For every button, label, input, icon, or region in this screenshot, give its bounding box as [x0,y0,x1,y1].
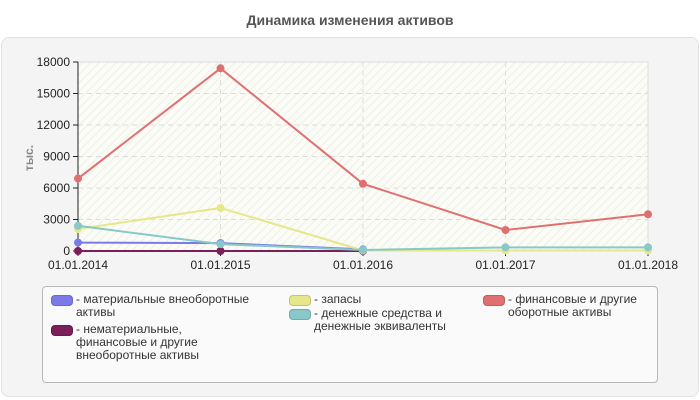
legend-swatch-icon [483,295,505,306]
legend-label: - запасы [314,292,362,306]
legend: - материальные внеоборотные активы - нема… [42,286,658,383]
legend-swatch-icon [51,325,73,336]
legend-item[interactable]: - денежные средства и денежные эквивален… [289,307,446,333]
data-point[interactable] [644,243,652,252]
y-tick-label: 9000 [43,150,70,164]
legend-swatch-icon [289,309,311,320]
data-point[interactable] [74,247,82,255]
legend-label: - финансовые и другие оборотные активы [508,292,637,319]
legend-label: - материальные внеоборотные активы [76,292,249,319]
y-axis-label: тыс. [22,145,36,171]
data-point[interactable] [501,243,510,252]
data-point[interactable] [216,203,225,212]
chart-title: Динамика изменения активов [246,12,454,28]
y-tick-label: 3000 [43,213,70,227]
y-tick-label: 15000 [37,87,71,101]
legend-item[interactable]: - материальные внеоборотные активы [51,293,249,319]
legend-swatch-icon [51,295,73,306]
data-point[interactable] [216,64,225,73]
legend-label: - нематериальные, финансовые и другие вн… [76,322,199,362]
x-tick-label: 01.01.2014 [48,258,108,272]
legend-swatch-icon [289,295,311,306]
x-tick-label: 01.01.2018 [618,258,678,272]
y-tick-label: 18000 [37,55,71,69]
data-point[interactable] [501,226,510,234]
legend-item[interactable]: - финансовые и другие оборотные активы [483,293,637,319]
y-tick-label: 0 [63,244,70,258]
gridlines [78,62,648,251]
y-tick-label: 12000 [37,118,71,132]
data-point[interactable] [359,245,367,254]
data-point[interactable] [74,221,82,230]
legend-item[interactable]: - нематериальные, финансовые и другие вн… [51,323,199,362]
legend-item[interactable]: - запасы [289,293,361,306]
legend-label: - денежные средства и денежные эквивален… [314,306,446,333]
data-point[interactable] [216,247,225,255]
data-point[interactable] [359,179,367,188]
data-point[interactable] [216,240,225,249]
x-tick-label: 01.01.2016 [333,258,393,272]
data-point[interactable] [644,210,652,219]
y-tick-label: 6000 [43,181,70,195]
x-tick-label: 01.01.2015 [190,258,250,272]
x-tick-label: 01.01.2017 [475,258,535,272]
data-point[interactable] [74,238,82,247]
series-lines [74,64,652,255]
data-point[interactable] [74,174,82,183]
